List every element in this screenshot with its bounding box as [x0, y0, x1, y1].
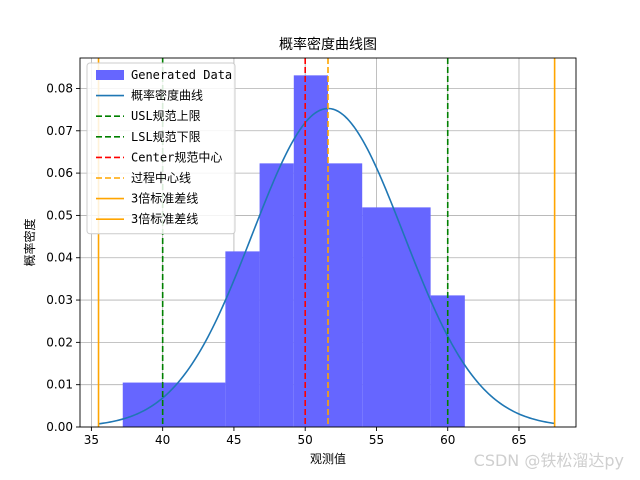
x-axis-label: 观测值	[310, 451, 346, 466]
chart-title: 概率密度曲线图	[279, 36, 377, 53]
y-axis-label: 概率密度	[22, 218, 37, 266]
y-tick-label: 0.08	[46, 81, 73, 95]
histogram-bar	[293, 75, 328, 428]
legend-label: USL规范上限	[131, 108, 201, 123]
x-tick-label: 45	[226, 433, 241, 447]
histogram-bar	[362, 207, 431, 427]
legend-box	[86, 62, 236, 235]
axis-ticks: 35 40 45 50 55 60 65 0.00 0.01 0.02 0.03 0.04 0.05 0.…	[46, 81, 526, 447]
y-tick-label: 0.05	[46, 208, 73, 222]
y-tick-label: 0.04	[46, 251, 73, 265]
watermark: CSDN @铁松溜达py	[474, 451, 624, 470]
legend: Generated Data 概率密度曲线 USL规范上限 LSL规范下限 Center…	[86, 62, 236, 235]
x-tick-label: 55	[369, 433, 384, 447]
legend-label: Generated Data	[131, 68, 232, 82]
y-tick-label: 0.06	[46, 166, 73, 180]
legend-label: 过程中心线	[131, 170, 191, 185]
histogram-bar	[225, 251, 260, 427]
legend-label: 概率密度曲线	[131, 88, 203, 103]
legend-label: 3倍标准差线	[131, 211, 198, 226]
legend-label: Center规范中心	[131, 149, 222, 164]
pdf-curve	[98, 107, 555, 425]
histogram-bar	[259, 163, 294, 428]
y-tick-label: 0.07	[46, 124, 73, 138]
y-tick-label: 0.02	[46, 335, 73, 349]
y-tick-label: 0.00	[46, 420, 73, 434]
legend-swatch	[96, 70, 124, 80]
x-tick-label: 65	[511, 433, 526, 447]
x-tick-label: 50	[298, 433, 313, 447]
legend-label: LSL规范下限	[131, 129, 201, 144]
plot-frame	[79, 57, 577, 428]
x-tick-label: 60	[440, 433, 455, 447]
legend-label: 3倍标准差线	[131, 191, 198, 206]
x-tick-label: 40	[155, 433, 170, 447]
x-tick-label: 35	[84, 433, 99, 447]
histogram-bar	[328, 163, 363, 428]
y-tick-label: 0.01	[46, 378, 73, 392]
y-tick-label: 0.03	[46, 293, 73, 307]
histogram-bars	[122, 75, 465, 428]
histogram-bar	[122, 382, 226, 427]
